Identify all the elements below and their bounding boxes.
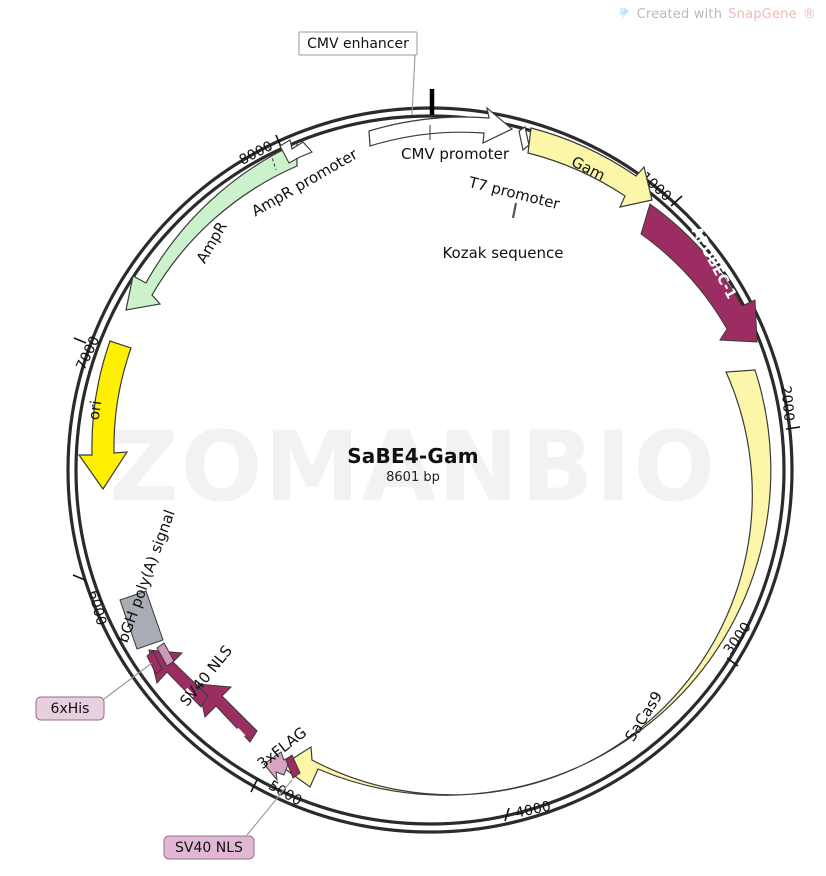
- feature-ampr[interactable]: [125, 142, 298, 311]
- tick-2000: 2000: [777, 385, 801, 430]
- feature-gam[interactable]: [527, 127, 653, 208]
- svg-text:2000: 2000: [777, 385, 797, 422]
- feature-ampr-promoter[interactable]: [279, 139, 313, 164]
- feature-ori[interactable]: [77, 340, 132, 491]
- callout-label-sv40-nls: SV40 NLS: [175, 840, 243, 856]
- feature-kozak-sequence[interactable]: [511, 202, 518, 219]
- background-watermark: ZOMANBIO: [109, 411, 717, 523]
- feature-ugi-2[interactable]: [197, 683, 258, 743]
- callout-sv40-nls[interactable]: SV40 NLS: [163, 779, 293, 860]
- feature-sv40-nls-upper[interactable]: [156, 642, 175, 667]
- callout-cmv-enhancer[interactable]: CMV enhancer: [298, 31, 418, 116]
- feature-3xflag[interactable]: [263, 751, 292, 782]
- snapgene-logo-icon: [619, 8, 629, 21]
- label-ori: ori: [85, 399, 106, 421]
- snapgene-watermark-prefix: Created with: [636, 7, 723, 22]
- callout-label-cmv-enhancer: CMV enhancer: [307, 36, 409, 52]
- tick-4000: 4000: [504, 799, 552, 822]
- feature-apobec-1[interactable]: [640, 203, 758, 343]
- callout-6xhis[interactable]: 6xHis: [35, 662, 153, 721]
- label-sacas9: SaCas9: [621, 688, 666, 745]
- label-kozak-sequence: Kozak sequence: [442, 244, 563, 262]
- snapgene-watermark-suffix: ®: [802, 7, 816, 22]
- snapgene-watermark-brand: SnapGene: [728, 7, 797, 22]
- feature-sacas9[interactable]: [279, 369, 772, 796]
- label-cmv-promoter: CMV promoter: [401, 145, 510, 163]
- feature-6xhis[interactable]: [146, 650, 163, 675]
- snapgene-watermark: Created with SnapGene ®: [618, 7, 816, 22]
- tick-6000: 6000: [72, 574, 110, 628]
- svg-text:6000: 6000: [85, 589, 110, 628]
- callout-label-6xhis: 6xHis: [51, 701, 90, 717]
- svg-text:4000: 4000: [514, 799, 552, 822]
- feature-bgh-polya[interactable]: [119, 590, 164, 650]
- feature-sv40-nls-lower[interactable]: [285, 754, 301, 779]
- feature-cmv-promoter[interactable]: [368, 106, 514, 147]
- tick-7000: 7000: [73, 334, 103, 373]
- tick-5000: 5000: [250, 778, 304, 809]
